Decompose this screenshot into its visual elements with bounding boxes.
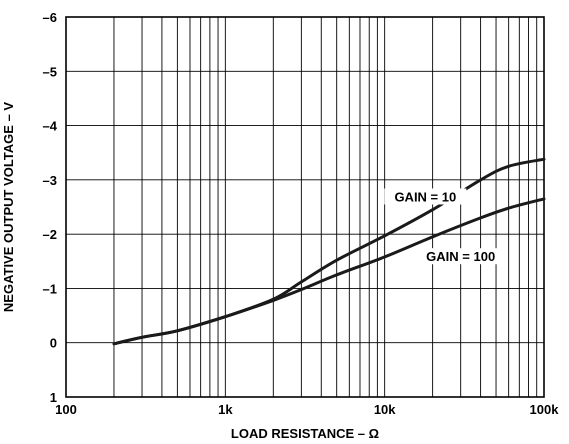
y-tick-label: 1: [50, 390, 57, 405]
y-tick-label: –6: [43, 10, 57, 25]
y-tick-label: –1: [43, 281, 57, 296]
x-tick-label: 100k: [530, 402, 560, 417]
series-label: GAIN = 100: [426, 249, 495, 264]
y-tick-label: –5: [43, 64, 57, 79]
y-tick-label: –4: [43, 119, 58, 134]
y-tick-label: 0: [50, 336, 57, 351]
gridlines: [65, 16, 545, 398]
series-label-background: [413, 248, 508, 265]
x-tick-label: 1k: [218, 402, 233, 417]
series-line-gain-100: [112, 197, 546, 346]
y-tick-label: –2: [43, 227, 57, 242]
series-curves: [112, 157, 546, 346]
x-tick-label: 10k: [374, 402, 396, 417]
x-tick-labels: 100 1k 10k 100k: [55, 402, 559, 417]
x-axis-title: LOAD RESISTANCE – Ω: [231, 426, 379, 441]
y-axis-title: NEGATIVE OUTPUT VOLTAGE – V: [1, 102, 16, 313]
x-tick-label: 100: [55, 402, 77, 417]
series-labels: GAIN = 10 GAIN = 100: [384, 188, 508, 265]
y-tick-labels: –6 –5 –4 –3 –2 –1 0 1: [43, 10, 58, 405]
plot-frame: [65, 16, 545, 398]
series-label-background: [384, 188, 467, 205]
series-label: GAIN = 10: [394, 189, 456, 204]
y-tick-label: –3: [43, 173, 57, 188]
